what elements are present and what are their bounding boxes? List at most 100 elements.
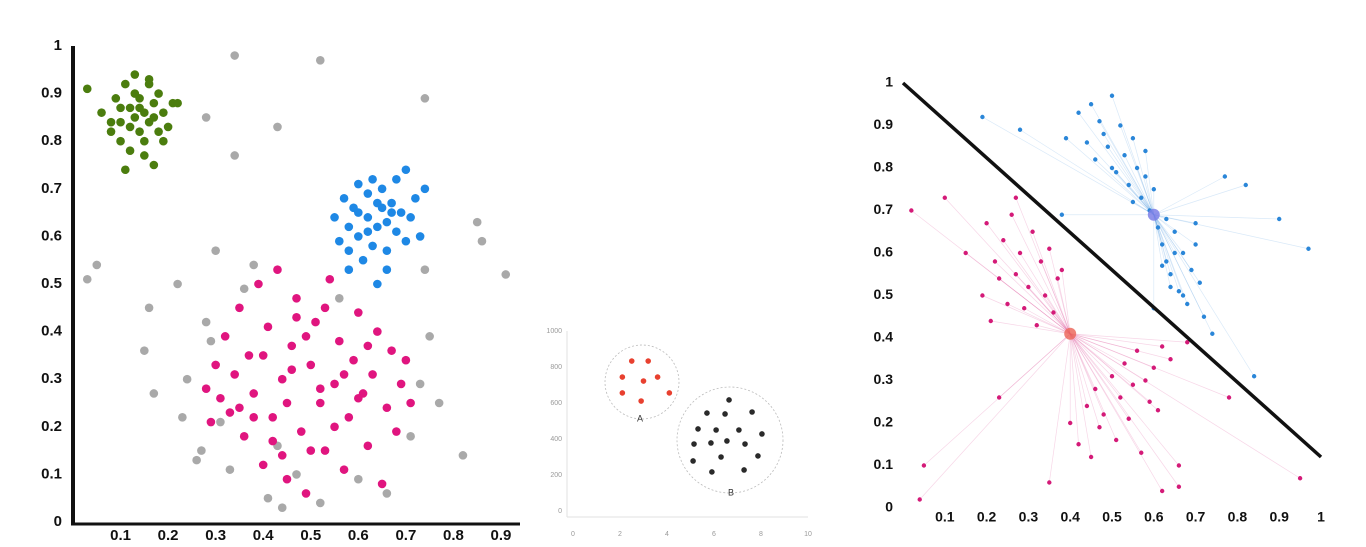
point bbox=[339, 194, 349, 203]
point bbox=[263, 322, 273, 332]
point bbox=[1172, 229, 1177, 234]
point bbox=[287, 341, 297, 351]
point bbox=[263, 493, 273, 503]
point bbox=[1151, 365, 1157, 370]
spoke bbox=[990, 320, 1071, 335]
point bbox=[216, 417, 225, 427]
point bbox=[1143, 148, 1148, 154]
y-tick-label: 0.5 bbox=[874, 286, 894, 302]
spoke bbox=[1069, 333, 1092, 458]
point bbox=[1076, 110, 1081, 115]
point bbox=[225, 465, 235, 474]
x-tick-label: 4 bbox=[665, 531, 669, 538]
spoke bbox=[1007, 303, 1071, 335]
point bbox=[1134, 165, 1140, 171]
point bbox=[292, 313, 301, 322]
point bbox=[392, 174, 401, 184]
y-tick-label: 600 bbox=[550, 400, 562, 407]
point bbox=[116, 117, 125, 127]
point bbox=[1118, 123, 1123, 128]
y-tick-label: 0.2 bbox=[874, 414, 894, 430]
point bbox=[1168, 284, 1173, 290]
point bbox=[1226, 395, 1232, 400]
x-tick-label: 6 bbox=[712, 531, 716, 538]
point bbox=[1047, 480, 1052, 485]
spoke bbox=[1048, 333, 1071, 483]
point bbox=[1306, 246, 1311, 251]
spoke bbox=[1153, 176, 1226, 216]
point bbox=[1143, 378, 1148, 383]
point bbox=[1159, 242, 1165, 247]
point bbox=[1093, 386, 1098, 392]
point bbox=[1022, 306, 1027, 311]
spoke bbox=[982, 116, 1154, 216]
point bbox=[1101, 131, 1106, 137]
point bbox=[619, 390, 626, 396]
point bbox=[396, 379, 406, 389]
point bbox=[1193, 242, 1198, 247]
spoke bbox=[1070, 333, 1146, 381]
point bbox=[211, 360, 220, 370]
point bbox=[1084, 140, 1090, 145]
point bbox=[121, 79, 130, 89]
spoke bbox=[1024, 307, 1071, 335]
point bbox=[420, 184, 430, 194]
point bbox=[249, 389, 259, 398]
spoke bbox=[1153, 214, 1163, 266]
point bbox=[373, 327, 382, 336]
cluster-circle bbox=[676, 386, 784, 494]
spoke bbox=[1153, 214, 1192, 271]
spoke bbox=[1145, 150, 1155, 215]
point bbox=[239, 284, 249, 294]
point bbox=[344, 412, 354, 422]
point bbox=[724, 438, 730, 444]
point bbox=[434, 398, 444, 408]
point bbox=[1185, 301, 1190, 307]
point bbox=[130, 70, 140, 79]
x-tick-label: 0.3 bbox=[1019, 509, 1039, 525]
point bbox=[373, 222, 382, 232]
x-tick-label: 0.6 bbox=[348, 527, 369, 544]
point bbox=[708, 440, 714, 446]
x-tick-label: 0.4 bbox=[1060, 509, 1080, 525]
point bbox=[1176, 289, 1182, 294]
spoke bbox=[1086, 142, 1155, 215]
point bbox=[1164, 216, 1169, 222]
point bbox=[406, 432, 415, 441]
point bbox=[1126, 182, 1131, 188]
y-tick-label: 0 bbox=[54, 513, 62, 530]
point bbox=[249, 260, 259, 270]
spoke bbox=[1070, 333, 1138, 352]
point bbox=[1189, 267, 1194, 273]
point bbox=[1042, 293, 1048, 298]
x-tick-label: 0.1 bbox=[110, 527, 131, 544]
point bbox=[387, 208, 396, 217]
point bbox=[755, 453, 761, 459]
point bbox=[1164, 259, 1169, 264]
spoke bbox=[1057, 278, 1071, 334]
point bbox=[344, 265, 354, 275]
point bbox=[1026, 284, 1031, 290]
point bbox=[97, 108, 106, 117]
point bbox=[373, 198, 382, 208]
point bbox=[230, 151, 239, 160]
point bbox=[415, 379, 425, 389]
spoke bbox=[998, 333, 1071, 398]
x-tick-label: 0.8 bbox=[443, 527, 464, 544]
point bbox=[411, 194, 420, 203]
point bbox=[713, 427, 719, 433]
point bbox=[130, 113, 140, 122]
point bbox=[1139, 450, 1144, 455]
spoke bbox=[1040, 261, 1071, 334]
y-tick-label: 0.3 bbox=[874, 371, 894, 387]
point bbox=[201, 384, 211, 394]
x-tick-label: 10 bbox=[804, 531, 812, 538]
point bbox=[258, 351, 268, 360]
point bbox=[334, 336, 344, 346]
point bbox=[178, 412, 187, 422]
point bbox=[709, 469, 715, 475]
spoke bbox=[1136, 167, 1155, 215]
point bbox=[135, 103, 144, 113]
point bbox=[718, 454, 724, 460]
y-tick-label: 0.8 bbox=[874, 159, 894, 175]
